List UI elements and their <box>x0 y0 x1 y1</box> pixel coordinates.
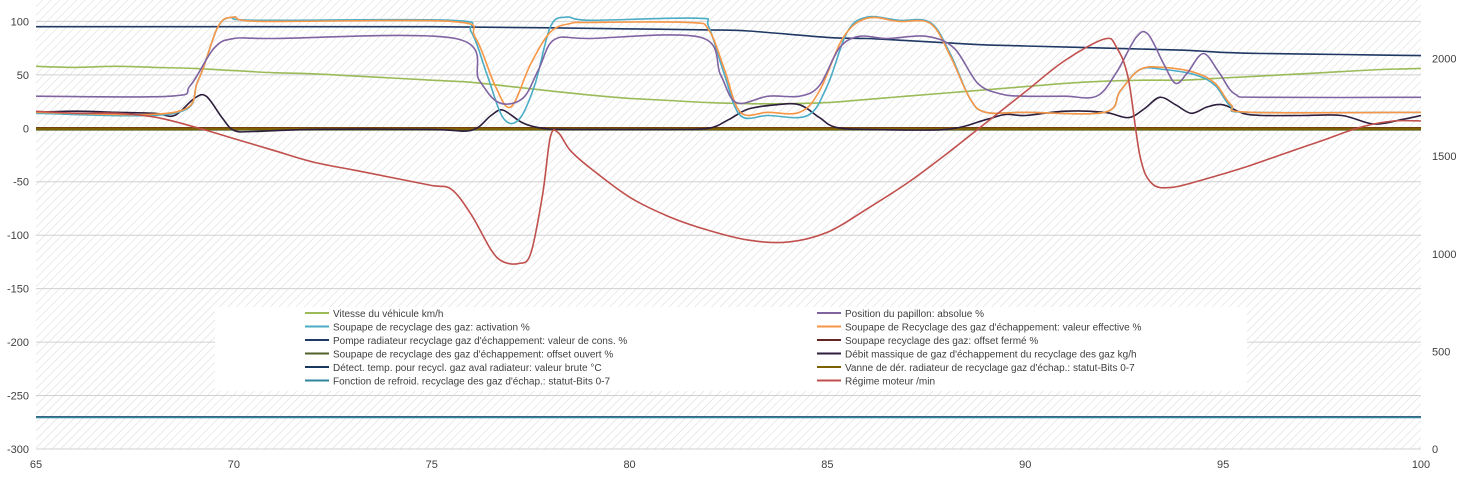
x-tick-label: 95 <box>1217 459 1229 471</box>
series-line <box>35 93 1422 133</box>
legend-label: Vitesse du véhicule km/h <box>333 309 443 320</box>
y-tick-label: 50 <box>17 70 29 82</box>
legend-box <box>215 307 1247 391</box>
x-tick-label: 75 <box>426 459 438 471</box>
y-tick-label: -150 <box>7 284 29 296</box>
series-line <box>35 37 1422 265</box>
y-tick-label: -200 <box>7 337 29 349</box>
y-tick-label: -100 <box>7 230 29 242</box>
axis-ticks: 100500-50-100-150-200-250-30020001500100… <box>7 16 1457 471</box>
y-tick-label: -50 <box>13 177 29 189</box>
legend: Vitesse du véhicule km/h Position du papi… <box>215 307 1247 391</box>
legend-label: Pompe radiateur recyclage gaz d'échappem… <box>333 336 627 347</box>
x-tick-label: 85 <box>821 459 833 471</box>
y-tick-label: -300 <box>7 444 29 456</box>
legend-label: Position du papillon: absolue % <box>845 309 984 320</box>
series-layer <box>35 15 1422 419</box>
legend-label: Soupape de recyclage des gaz: activation… <box>333 323 530 334</box>
series-line <box>35 65 1422 105</box>
y-tick-label: -250 <box>7 391 29 403</box>
legend-label: Soupape recyclage des gaz: offset fermé … <box>845 336 1038 347</box>
y2-tick-label: 0 <box>1432 444 1438 456</box>
y2-tick-label: 500 <box>1432 346 1450 358</box>
legend-label: Détect. temp. pour recycl. gaz aval radi… <box>333 363 602 374</box>
y2-tick-label: 1500 <box>1432 151 1456 163</box>
x-tick-label: 90 <box>1019 459 1031 471</box>
legend-label: Soupape de Recyclage des gaz d'échappeme… <box>845 323 1141 334</box>
series-line <box>36 25 1422 57</box>
x-tick-label: 80 <box>623 459 635 471</box>
legend-label: Soupape de recyclage des gaz d'échappeme… <box>333 350 613 361</box>
y2-tick-label: 2000 <box>1432 54 1456 66</box>
x-tick-label: 70 <box>228 459 240 471</box>
legend-label: Débit massique de gaz d'échappement du r… <box>845 350 1137 361</box>
legend-label: Vanne de dér. radiateur de recyclage gaz… <box>845 363 1135 374</box>
series-line <box>35 16 1422 117</box>
x-tick-label: 100 <box>1412 459 1430 471</box>
legend-label: Fonction de refroid. recyclage des gaz d… <box>333 377 610 388</box>
legend-label: Régime moteur /min <box>845 377 935 388</box>
y-tick-label: 0 <box>23 123 29 135</box>
y-tick-label: 100 <box>11 16 29 28</box>
series-line <box>35 30 1422 105</box>
x-tick-label: 65 <box>30 459 42 471</box>
y2-tick-label: 1000 <box>1432 249 1456 261</box>
